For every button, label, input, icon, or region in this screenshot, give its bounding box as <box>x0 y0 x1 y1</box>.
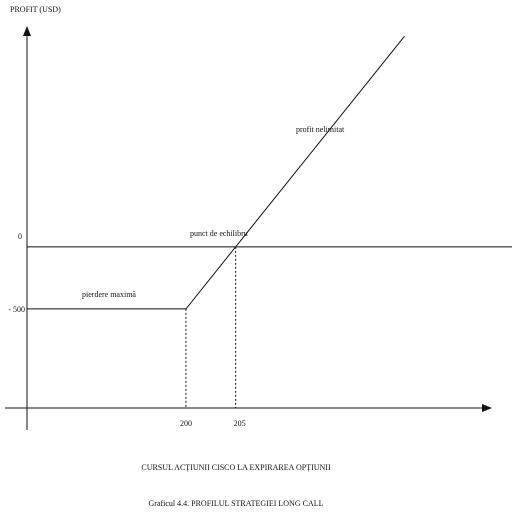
chart-caption: Graficul 4.4. PROFILUL STRATEGIEI LONG C… <box>148 499 323 508</box>
y-axis-arrow-icon <box>23 26 31 36</box>
annotation-break-even: punct de echilibru <box>190 229 248 238</box>
x-tick-label-205: 205 <box>234 419 246 428</box>
annotation-unlimited-profit: profit nelimitat <box>296 125 345 134</box>
x-tick-label-200: 200 <box>180 419 192 428</box>
x-axis-arrow-icon <box>482 404 492 412</box>
annotation-max-loss: pierdere maximă <box>82 290 136 299</box>
x-axis-title: CURSUL ACȚIUNII CISCO LA EXPIRAREA OPȚIU… <box>141 463 331 473</box>
y-axis-title: PROFIT (USD) <box>10 5 61 14</box>
y-tick-label-0: 0 <box>18 232 22 241</box>
profit-series-line <box>27 35 405 310</box>
y-tick-label-minus-500: - 500 <box>8 305 25 314</box>
